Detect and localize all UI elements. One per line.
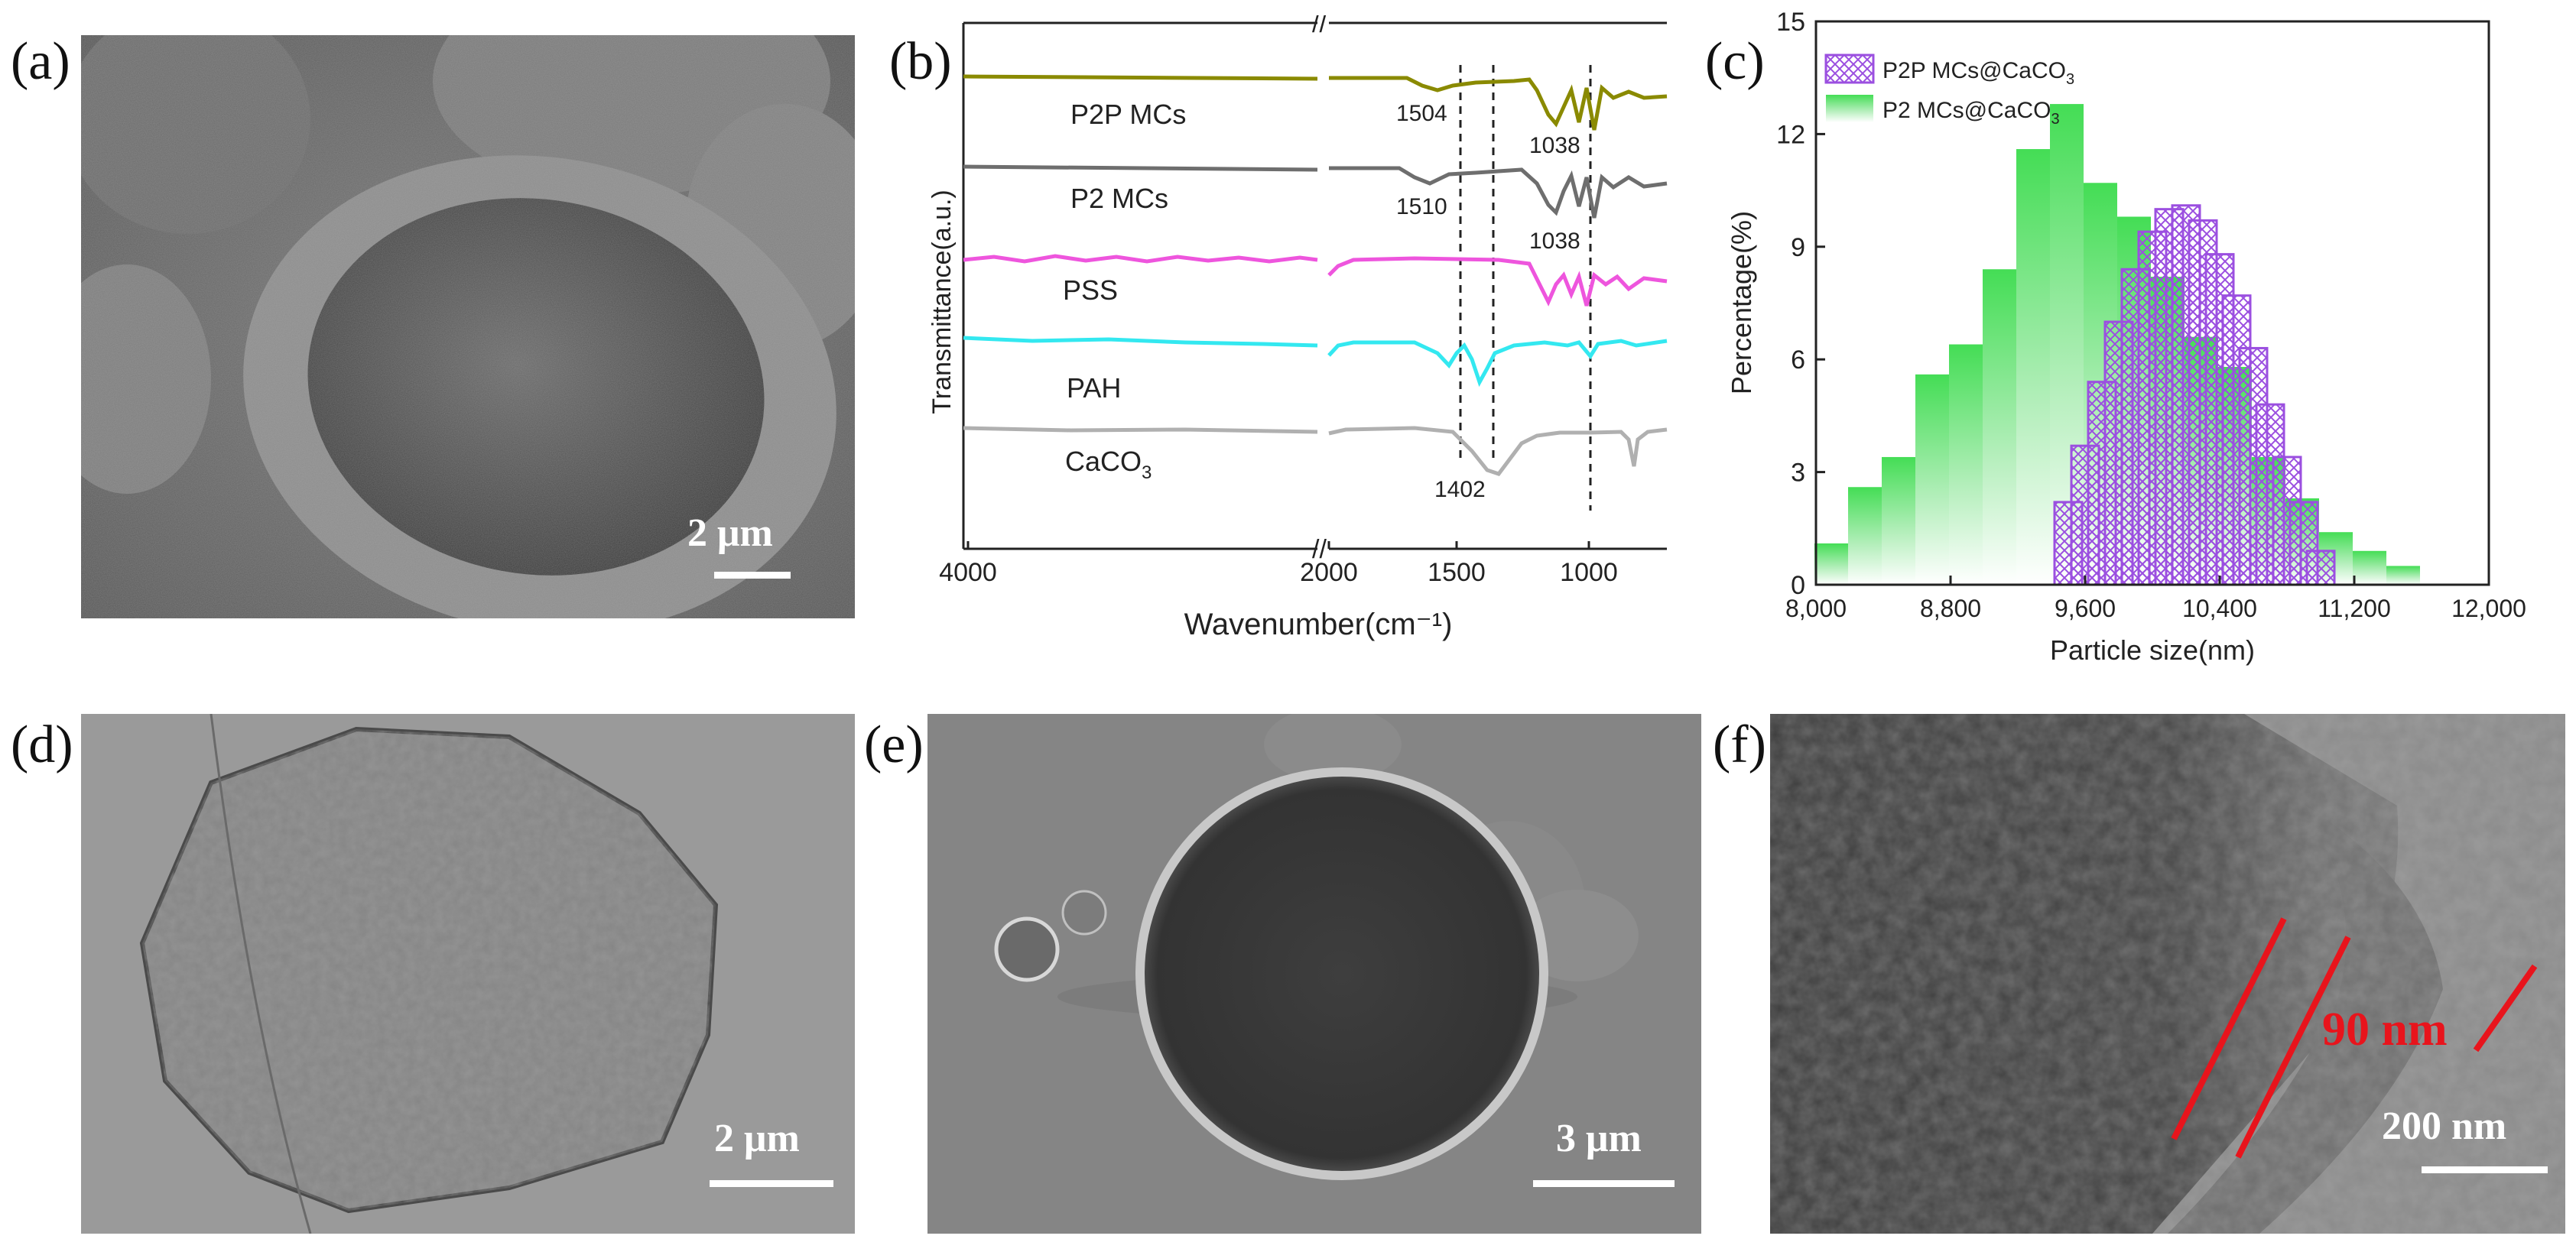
histogram-frame <box>1814 20 2490 586</box>
peak-label-1510: 1510 <box>1396 194 1447 219</box>
panel-a-label: (a) <box>11 32 70 91</box>
peak-label-1504: 1504 <box>1396 101 1447 126</box>
tem-micrograph-f <box>1770 714 2565 1234</box>
bar-p2-11200 <box>2353 550 2386 585</box>
series-label-caco3-main: CaCO <box>1065 446 1142 477</box>
x-tick-label-9,600: 9,600 <box>2055 595 2116 622</box>
spectrum-pss-left <box>963 254 1318 264</box>
scale-bar-label-a: 2 μm <box>687 511 773 555</box>
particle-size-histogram: 0 3 6 9 12 15 8,000 8,800 9,600 10,400 11,200 12,0… <box>1726 8 2526 666</box>
spectrum-caco3-left <box>963 426 1318 434</box>
spectrum-p2-right <box>1329 166 1668 219</box>
scale-bar-d <box>710 1180 833 1187</box>
bar-p2-9200 <box>2016 149 2050 585</box>
legend-label-p2-main: P2 MCs@CaCO <box>1882 98 2051 123</box>
x-tick-label-10,400: 10,400 <box>2182 595 2257 622</box>
x-tick-label-8,000: 8,000 <box>1785 595 1847 622</box>
series-label-caco3: CaCO3 <box>1065 446 1152 483</box>
series-label-pss: PSS <box>1063 274 1118 306</box>
bar-p2-8400 <box>1882 456 1915 585</box>
legend-swatch-p2 <box>1826 95 1873 122</box>
legend-label-p2p-main: P2P MCs@CaCO <box>1882 58 2066 83</box>
series-label-pah: PAH <box>1067 372 1121 404</box>
ftir-break-top: // <box>1312 15 1327 38</box>
panel-f-label: (f) <box>1713 715 1766 774</box>
sem-image-capsules: 2 μm <box>81 35 855 618</box>
sem-micrograph <box>81 35 855 618</box>
histogram-x-ticks: 8,000 8,800 9,600 10,400 11,200 12,000 <box>1785 576 2526 622</box>
scale-bar-a <box>714 572 791 579</box>
bar-p2p-11000 <box>2305 550 2336 586</box>
legend-swatch-p2p <box>1824 54 1875 84</box>
ftir-tick-label-2000: 2000 <box>1300 558 1358 587</box>
y-tick-label-12: 12 <box>1776 120 1805 149</box>
ftir-tick-label-4000: 4000 <box>939 558 997 587</box>
thickness-annotation: 90 nm <box>2322 1004 2448 1056</box>
spectrum-pss-right <box>1327 256 1668 307</box>
histogram-y-ticks: 0 3 6 9 12 15 <box>1776 8 1825 600</box>
bar-p2-11400 <box>2386 566 2420 585</box>
spectrum-p2-left <box>963 164 1318 172</box>
ftir-xlabel: Wavenumber(cm⁻¹) <box>1184 608 1453 641</box>
panel-d-label: (d) <box>11 715 73 774</box>
ftir-ylabel: Transmittance(a.u.) <box>927 190 957 414</box>
ftir-chart: // // 4000 2000 1500 1000 Wavenumber(cm⁻… <box>927 15 1668 641</box>
thickness-marker-line-right <box>2235 936 2351 1159</box>
tem-micrograph-d <box>81 714 855 1234</box>
histogram-ylabel: Percentage(%) <box>1726 211 1757 394</box>
panel-e-label: (e) <box>864 715 924 774</box>
peak-label-1038-p2: 1038 <box>1529 229 1580 254</box>
histogram-xlabel: Particle size(nm) <box>2050 634 2255 666</box>
spectrum-caco3-right <box>1328 426 1668 476</box>
bar-p2-8800 <box>1949 344 1983 585</box>
panel-c-label: (c) <box>1705 32 1765 91</box>
tem-image-p2p-capsule: 3 μm <box>927 714 1701 1234</box>
ftir-break-bottom: // <box>1312 535 1327 564</box>
spectrum-p2p-right <box>1329 76 1668 131</box>
y-tick-label-9: 9 <box>1791 233 1805 262</box>
ftir-tick-label-1500: 1500 <box>1428 558 1486 587</box>
legend-label-p2p-sub: 3 <box>2066 71 2074 88</box>
bar-p2-8200 <box>1848 487 1882 585</box>
x-tick-label-12,000: 12,000 <box>2451 595 2526 622</box>
y-tick-label-15: 15 <box>1776 8 1805 37</box>
scale-bar-label-e: 3 μm <box>1556 1117 1642 1160</box>
thickness-marker-line-1 <box>2473 964 2538 1053</box>
peak-label-1038-p2p: 1038 <box>1529 133 1580 158</box>
series-label-caco3-sub: 3 <box>1142 462 1152 483</box>
y-tick-label-6: 6 <box>1791 345 1805 375</box>
tem-image-p2-capsule: 2 μm <box>81 714 855 1234</box>
thickness-marker-line-left <box>2171 917 2287 1140</box>
tem-micrograph-e <box>927 714 1701 1234</box>
x-tick-label-8,800: 8,800 <box>1920 595 1981 622</box>
bar-p2-9000 <box>1983 269 2016 585</box>
y-tick-label-0: 0 <box>1791 571 1805 600</box>
histogram-series-p2p <box>2053 204 2336 586</box>
series-label-p2: P2 MCs <box>1070 183 1168 214</box>
scale-bar-e <box>1533 1180 1675 1187</box>
scale-bar-f <box>2422 1166 2548 1173</box>
panel-b-label: (b) <box>889 32 952 91</box>
spectrum-pah-right <box>1327 339 1668 388</box>
y-tick-label-3: 3 <box>1791 459 1805 488</box>
legend-label-p2p: P2P MCs@CaCO3 <box>1882 58 2074 88</box>
legend-label-p2-sub: 3 <box>2051 111 2060 128</box>
tem-image-shell-thickness: 90 nm 200 nm <box>1770 714 2565 1234</box>
scale-bar-label-d: 2 μm <box>714 1117 800 1160</box>
bar-p2-8600 <box>1915 374 1949 585</box>
peak-label-1402: 1402 <box>1434 477 1486 502</box>
spectrum-pah-left <box>963 336 1318 348</box>
spectrum-p2p-left <box>963 74 1318 81</box>
ftir-tick-label-1000: 1000 <box>1560 558 1618 587</box>
legend-label-p2: P2 MCs@CaCO3 <box>1882 98 2060 128</box>
scale-bar-label-f: 200 nm <box>2382 1104 2507 1148</box>
bar-p2-8000 <box>1814 543 1848 585</box>
x-tick-label-11,200: 11,200 <box>2318 595 2391 622</box>
series-label-p2p: P2P MCs <box>1070 99 1186 130</box>
